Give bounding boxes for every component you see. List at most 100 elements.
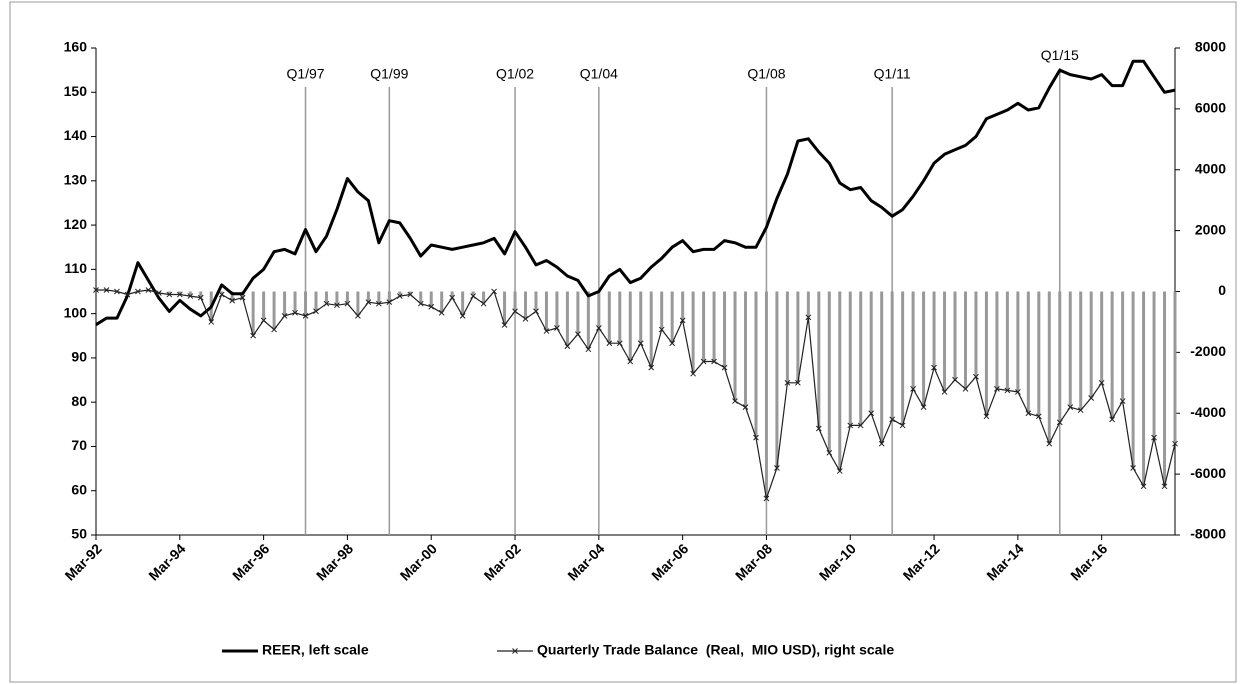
bar bbox=[167, 291, 171, 295]
trade-marker bbox=[868, 410, 875, 417]
trade-marker bbox=[1172, 440, 1178, 447]
trade-marker bbox=[795, 379, 801, 386]
y-tick-label: 150 bbox=[64, 83, 88, 99]
trade-marker bbox=[323, 300, 330, 307]
bar bbox=[450, 291, 454, 298]
y2-tick-label: 4000 bbox=[1195, 160, 1226, 176]
bar bbox=[555, 291, 559, 329]
trade-marker bbox=[1161, 483, 1168, 490]
trade-marker bbox=[679, 317, 686, 324]
bar bbox=[1173, 291, 1177, 444]
trade-marker bbox=[931, 364, 937, 371]
y-tick-label: 50 bbox=[71, 526, 87, 542]
bar bbox=[262, 291, 266, 321]
bar bbox=[984, 291, 988, 417]
bar bbox=[220, 291, 224, 295]
bar bbox=[471, 291, 475, 297]
trade-marker bbox=[438, 309, 445, 316]
y-tick-label: 160 bbox=[64, 39, 88, 55]
bar bbox=[901, 291, 905, 426]
trade-marker bbox=[648, 364, 655, 371]
bar bbox=[503, 291, 507, 325]
trade-marker bbox=[522, 316, 529, 322]
trade-marker bbox=[815, 425, 822, 432]
trade-marker bbox=[1025, 410, 1032, 417]
bar bbox=[670, 291, 674, 344]
bar bbox=[1089, 291, 1093, 399]
y2-tick-label: -2000 bbox=[1190, 343, 1226, 359]
reer-line bbox=[95, 59, 1176, 326]
trade-marker bbox=[386, 299, 393, 306]
bar bbox=[838, 291, 842, 472]
trade-marker bbox=[878, 440, 885, 447]
y2-tick-label: -6000 bbox=[1190, 465, 1226, 481]
bar bbox=[565, 291, 569, 347]
trade-marker bbox=[375, 300, 382, 307]
x-tick-label: Mar-02 bbox=[481, 540, 524, 583]
trade-marker bbox=[606, 340, 613, 347]
trade-marker bbox=[145, 287, 152, 293]
bar bbox=[199, 291, 203, 298]
x-tick-label: Mar-96 bbox=[229, 540, 272, 583]
trade-marker bbox=[910, 386, 916, 392]
trade-marker bbox=[952, 376, 958, 383]
bar bbox=[880, 291, 884, 444]
y-tick-label: 90 bbox=[71, 349, 87, 365]
bar bbox=[524, 291, 528, 319]
trade-marker bbox=[1140, 483, 1147, 490]
bar bbox=[377, 291, 381, 304]
trade-marker bbox=[920, 404, 927, 411]
y2-tick-label: -4000 bbox=[1190, 404, 1226, 420]
trade-marker bbox=[166, 291, 173, 298]
trade-marker bbox=[124, 291, 131, 298]
trade-marker bbox=[857, 422, 864, 429]
bar bbox=[806, 291, 810, 318]
bar bbox=[366, 291, 370, 303]
bar bbox=[618, 291, 622, 344]
trade-marker bbox=[983, 413, 990, 420]
bar bbox=[104, 289, 108, 292]
trade-marker bbox=[292, 309, 298, 316]
trade-marker bbox=[899, 422, 906, 429]
y-tick-label: 130 bbox=[64, 172, 88, 188]
trade-marker bbox=[491, 288, 497, 295]
y-tick-label: 140 bbox=[64, 127, 88, 143]
y2-tick-label: 8000 bbox=[1195, 39, 1226, 55]
bar bbox=[461, 291, 465, 316]
trade-marker bbox=[208, 319, 215, 325]
bar bbox=[576, 291, 580, 335]
x-tick-label: Mar-12 bbox=[900, 540, 943, 583]
bar bbox=[1100, 291, 1104, 383]
trade-marker bbox=[156, 290, 162, 296]
trade-marker bbox=[501, 322, 508, 328]
bar bbox=[974, 291, 978, 377]
bar bbox=[848, 291, 852, 426]
legend-label: REER, left scale bbox=[262, 642, 369, 658]
trade-marker bbox=[585, 346, 592, 353]
bar bbox=[1110, 291, 1114, 420]
x-tick-label: Mar-14 bbox=[983, 540, 1026, 583]
trade-marker bbox=[250, 332, 256, 339]
trade-marker bbox=[637, 340, 644, 347]
trade-marker bbox=[1151, 434, 1157, 441]
y-tick-label: 120 bbox=[64, 216, 88, 232]
trade-marker bbox=[1067, 404, 1074, 411]
y2-tick-label: 6000 bbox=[1195, 100, 1226, 116]
bar bbox=[743, 291, 747, 408]
trade-marker bbox=[197, 294, 204, 301]
x-tick-label: Mar-16 bbox=[1067, 540, 1110, 583]
bar bbox=[94, 289, 98, 292]
x-tick-label: Mar-92 bbox=[62, 540, 105, 583]
y2-tick-label: 0 bbox=[1218, 282, 1226, 298]
bar bbox=[733, 291, 737, 402]
trade-marker bbox=[344, 300, 351, 307]
trade-marker bbox=[973, 373, 979, 380]
x-tick-label: Mar-00 bbox=[397, 540, 440, 583]
trade-marker bbox=[616, 340, 623, 347]
bar bbox=[398, 291, 402, 297]
bar bbox=[785, 291, 789, 383]
trade-marker bbox=[1015, 389, 1021, 395]
y2-tick-label: -8000 bbox=[1190, 526, 1226, 542]
bar bbox=[1121, 291, 1125, 402]
bar bbox=[314, 291, 318, 312]
